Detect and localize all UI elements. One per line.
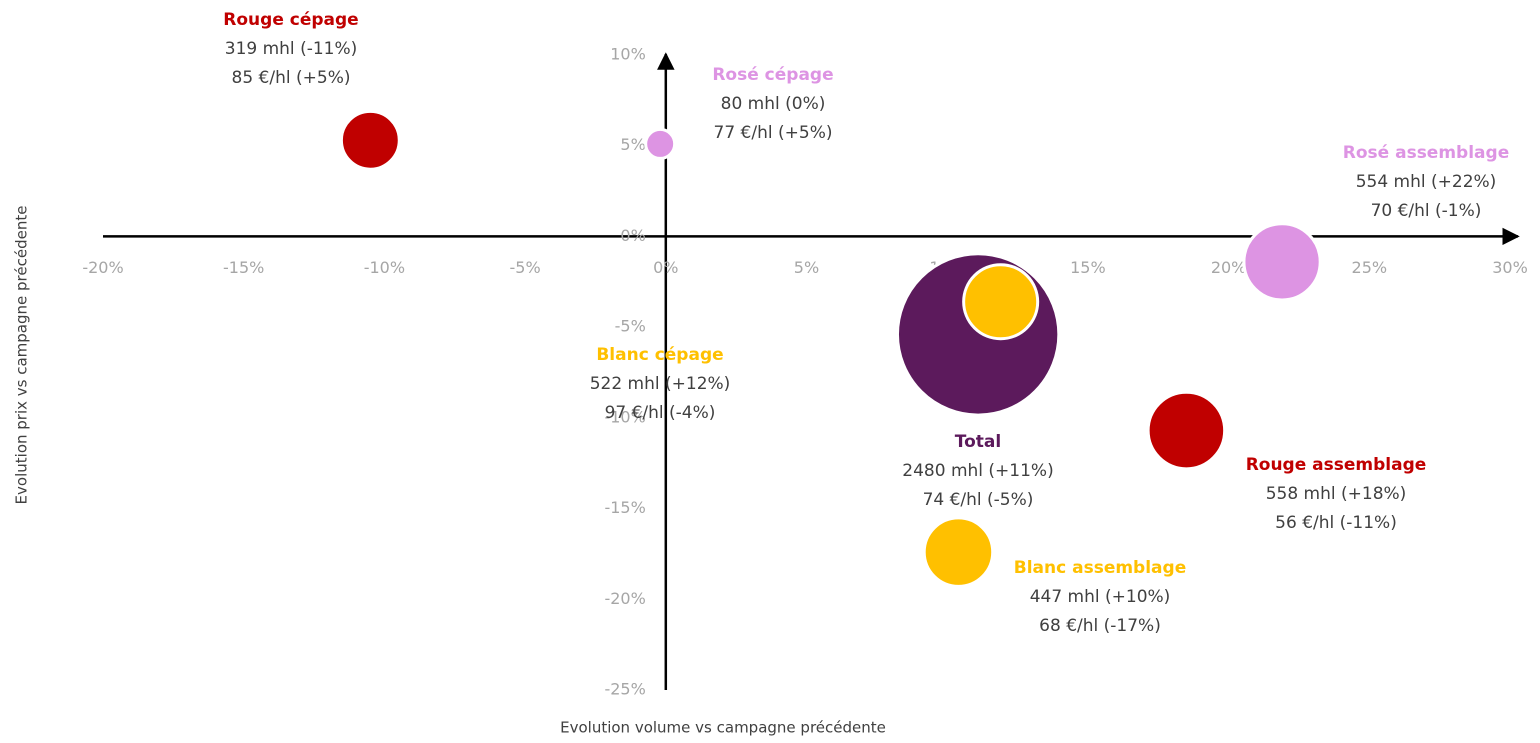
bubble-label: Blanc assemblage 447 mhl (+10%) 68 €/hl (-… xyxy=(1014,558,1186,636)
bubble xyxy=(1146,390,1227,471)
x-tick-label: -15% xyxy=(223,258,264,277)
price-label: 85 €/hl (+5%) xyxy=(232,68,351,88)
price-label: 74 €/hl (-5%) xyxy=(923,490,1034,510)
series-name: Blanc cépage xyxy=(596,345,723,365)
y-axis-title: Evolution prix vs campagne précédente xyxy=(13,206,31,505)
volume-label: 522 mhl (+12%) xyxy=(590,374,731,394)
x-tick-label: -5% xyxy=(510,258,541,277)
price-label: 68 €/hl (-17%) xyxy=(1039,616,1161,636)
x-tick-label: 0% xyxy=(653,258,678,277)
y-tick-label: -15% xyxy=(604,498,645,517)
volume-label: 554 mhl (+22%) xyxy=(1356,172,1497,192)
y-tick-label: 10% xyxy=(610,45,646,64)
price-label: 56 €/hl (-11%) xyxy=(1275,513,1397,533)
x-tick-label: -20% xyxy=(82,258,123,277)
y-tick-label: -25% xyxy=(604,680,645,699)
series-name: Blanc assemblage xyxy=(1014,558,1186,578)
x-tick-label: 25% xyxy=(1352,258,1388,277)
volume-label: 558 mhl (+18%) xyxy=(1266,484,1407,504)
y-tick-label: -5% xyxy=(615,317,646,336)
bubble-label: Rouge assemblage 558 mhl (+18%) 56 €/hl (-… xyxy=(1246,455,1427,533)
x-tick-label: 20% xyxy=(1211,258,1247,277)
bubble-label: Blanc cépage 522 mhl (+12%) 97 €/hl (-4%) xyxy=(590,345,731,423)
volume-label: 319 mhl (-11%) xyxy=(225,39,358,59)
price-label: 77 €/hl (+5%) xyxy=(714,123,833,143)
x-tick-label: 30% xyxy=(1492,258,1528,277)
series-name: Rosé cépage xyxy=(712,65,833,85)
y-tick-label: 5% xyxy=(620,135,645,154)
bubble xyxy=(962,263,1040,341)
series-name: Rouge assemblage xyxy=(1246,455,1427,475)
series-name: Total xyxy=(955,432,1001,452)
x-axis-title: Evolution volume vs campagne précédente xyxy=(560,719,886,737)
price-label: 70 €/hl (-1%) xyxy=(1371,201,1482,221)
volume-label: 80 mhl (0%) xyxy=(721,94,826,114)
bubble-label: Rosé assemblage 554 mhl (+22%) 70 €/hl (-1… xyxy=(1343,143,1509,221)
volume-label: 447 mhl (+10%) xyxy=(1030,587,1171,607)
bubble xyxy=(644,127,677,160)
bubble-label: Rosé cépage 80 mhl (0%) 77 €/hl (+5%) xyxy=(712,65,833,143)
y-tick-label: 0% xyxy=(620,226,645,245)
bubble xyxy=(922,516,995,588)
bubble xyxy=(1242,222,1322,302)
x-tick-label: 5% xyxy=(794,258,819,277)
price-label: 97 €/hl (-4%) xyxy=(605,403,716,423)
x-tick-label: 15% xyxy=(1070,258,1106,277)
x-tick-label: -10% xyxy=(364,258,405,277)
y-tick-label: -10% xyxy=(604,407,645,426)
bubble-label: Total 2480 mhl (+11%) 74 €/hl (-5%) xyxy=(902,432,1053,510)
series-name: Rouge cépage xyxy=(223,10,358,30)
bubble xyxy=(339,109,401,171)
series-name: Rosé assemblage xyxy=(1343,143,1509,163)
volume-label: 2480 mhl (+11%) xyxy=(902,461,1053,481)
y-tick-label: -20% xyxy=(604,589,645,608)
bubble-label: Rouge cépage 319 mhl (-11%) 85 €/hl (+5%) xyxy=(223,10,358,88)
